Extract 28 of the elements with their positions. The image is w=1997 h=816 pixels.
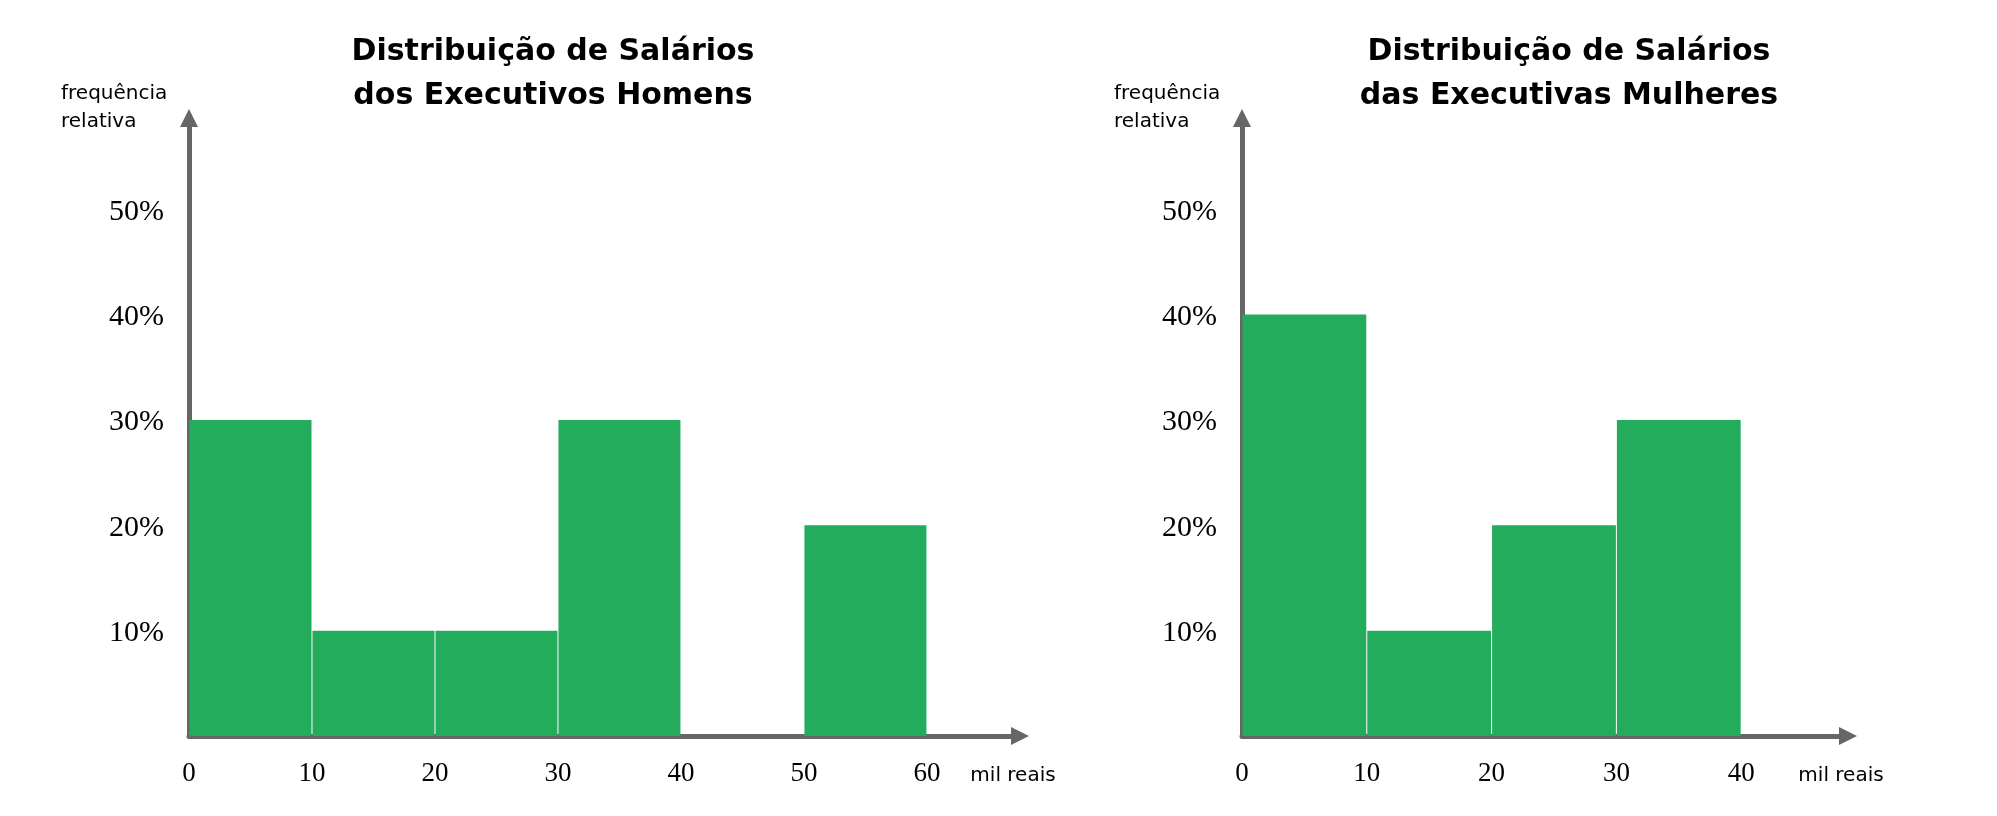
y-tick-label: 30%	[1162, 403, 1217, 437]
x-tick-label: 20	[1478, 756, 1506, 787]
y-tick-label: 40%	[1162, 298, 1217, 332]
chart-title: Distribuição de Salários dos Executivos Homens	[351, 31, 755, 111]
x-tick-label: 0	[182, 756, 196, 787]
x-tick-label: 10	[1353, 756, 1381, 787]
x-tick-label: 40	[667, 756, 695, 787]
y-axis-title: frequência relativa	[1114, 80, 1227, 132]
x-axis-title: mil reais	[1798, 762, 1884, 786]
y-tick-label: 10%	[1162, 614, 1217, 648]
y-tick-label: 20%	[109, 508, 164, 542]
y-tick-label: 50%	[1162, 192, 1217, 226]
x-tick-label: 60	[913, 756, 941, 787]
y-tick-label: 50%	[109, 192, 164, 226]
y-tick-label: 10%	[109, 614, 164, 648]
x-tick-label: 0	[1235, 756, 1249, 787]
x-tick-label: 20	[421, 756, 449, 787]
x-tick-label: 10	[298, 756, 326, 787]
x-tick-label: 30	[544, 756, 572, 787]
x-axis-title: mil reais	[970, 762, 1056, 786]
x-tick-label: 50	[790, 756, 818, 787]
y-tick-label: 30%	[109, 403, 164, 437]
chart-title: Distribuição de Salários das Executivas Mulheres	[1359, 31, 1779, 111]
y-tick-label: 20%	[1162, 508, 1217, 542]
y-tick-label: 40%	[109, 298, 164, 332]
y-axis-title: frequência relativa	[61, 80, 174, 132]
x-tick-label: 30	[1602, 756, 1630, 787]
x-tick-label: 40	[1727, 756, 1755, 787]
